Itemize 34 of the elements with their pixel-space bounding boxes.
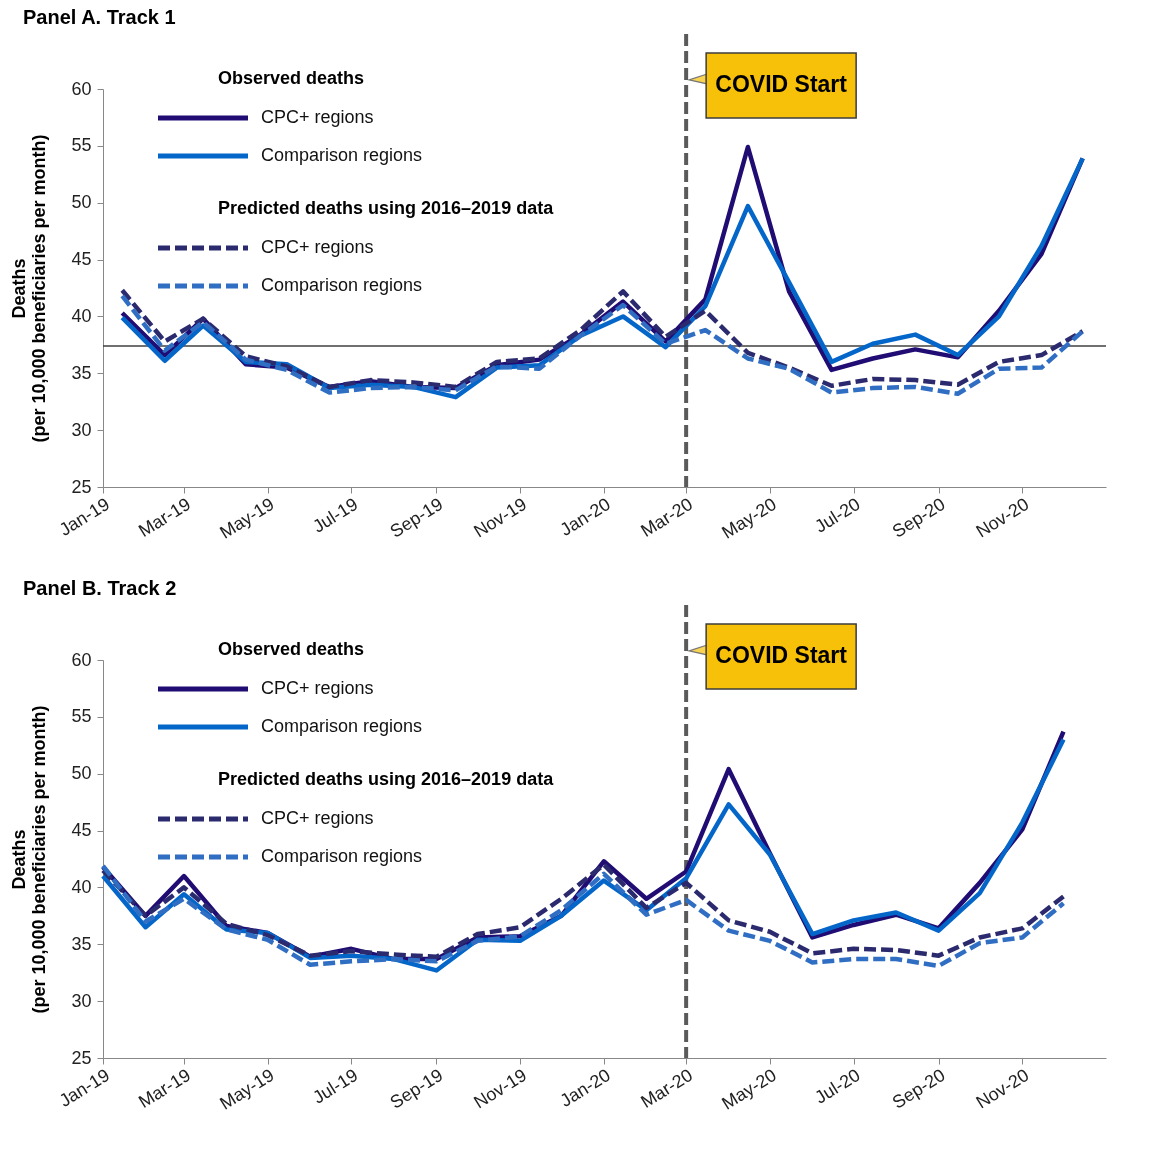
annotation: Predicted deaths using 2016–2019 data <box>218 198 555 218</box>
legend-label: CPC+ regions <box>261 237 374 257</box>
y-tick-label: 35 <box>71 362 92 383</box>
y-tick-label: 50 <box>71 192 92 213</box>
y-tick-label: 45 <box>71 249 92 270</box>
legend-label: CPC+ regions <box>261 107 374 127</box>
y-tick-label: 50 <box>71 763 92 784</box>
chart-title: Panel A. Track 1 <box>22 6 176 28</box>
y-tick-label: 35 <box>71 933 92 954</box>
text: Observed deaths <box>218 68 365 88</box>
annotation: Predicted deaths using 2016–2019 data <box>218 769 555 789</box>
legend-label: CPC+ regions <box>261 678 374 698</box>
ref-line-label: COVID Start <box>715 642 848 668</box>
y-tick-label: 40 <box>71 305 92 326</box>
text: Observed deaths <box>218 639 365 659</box>
y-axis-title: Deaths (per 10,000 beneficiaries per month) <box>9 134 50 443</box>
y-tick-label: 55 <box>71 135 92 156</box>
y-tick-label: 60 <box>71 649 92 670</box>
legend-label: Comparison regions <box>261 145 423 165</box>
y-tick-label: 25 <box>71 1047 92 1068</box>
legend-label: Comparison regions <box>261 846 423 866</box>
y-axis-title: Deaths (per 10,000 beneficiaries per month) <box>9 705 50 1014</box>
y-tick-label: 30 <box>71 419 92 440</box>
legend-label: CPC+ regions <box>261 808 374 828</box>
chart-title: Panel B. Track 2 <box>22 577 177 599</box>
y-tick-label: 25 <box>71 476 92 497</box>
legend-label: Comparison regions <box>261 716 423 736</box>
y-tick-label: 55 <box>71 706 92 727</box>
y-tick-label: 45 <box>71 820 92 841</box>
y-tick-label: 30 <box>71 990 92 1011</box>
legend-label: Comparison regions <box>261 275 423 295</box>
y-tick-label: 40 <box>71 876 92 897</box>
ref-line-label: COVID Start <box>715 71 848 97</box>
y-tick-label: 60 <box>71 78 92 99</box>
